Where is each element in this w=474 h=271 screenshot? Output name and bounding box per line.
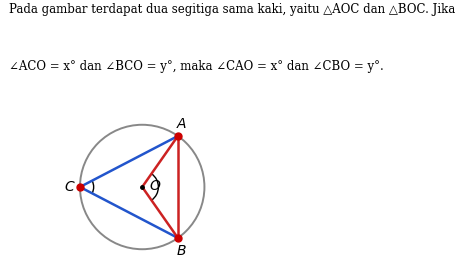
Text: Pada gambar terdapat dua segitiga sama kaki, yaitu △AOC dan △BOC. Jika: Pada gambar terdapat dua segitiga sama k… [9, 3, 456, 16]
Text: C: C [64, 180, 74, 194]
Text: A: A [176, 117, 186, 131]
Text: B: B [176, 244, 186, 257]
Text: O: O [150, 179, 161, 193]
Text: ∠ACO = x° dan ∠BCO = y°, maka ∠CAO = x° dan ∠CBO = y°.: ∠ACO = x° dan ∠BCO = y°, maka ∠CAO = x° … [9, 60, 384, 73]
